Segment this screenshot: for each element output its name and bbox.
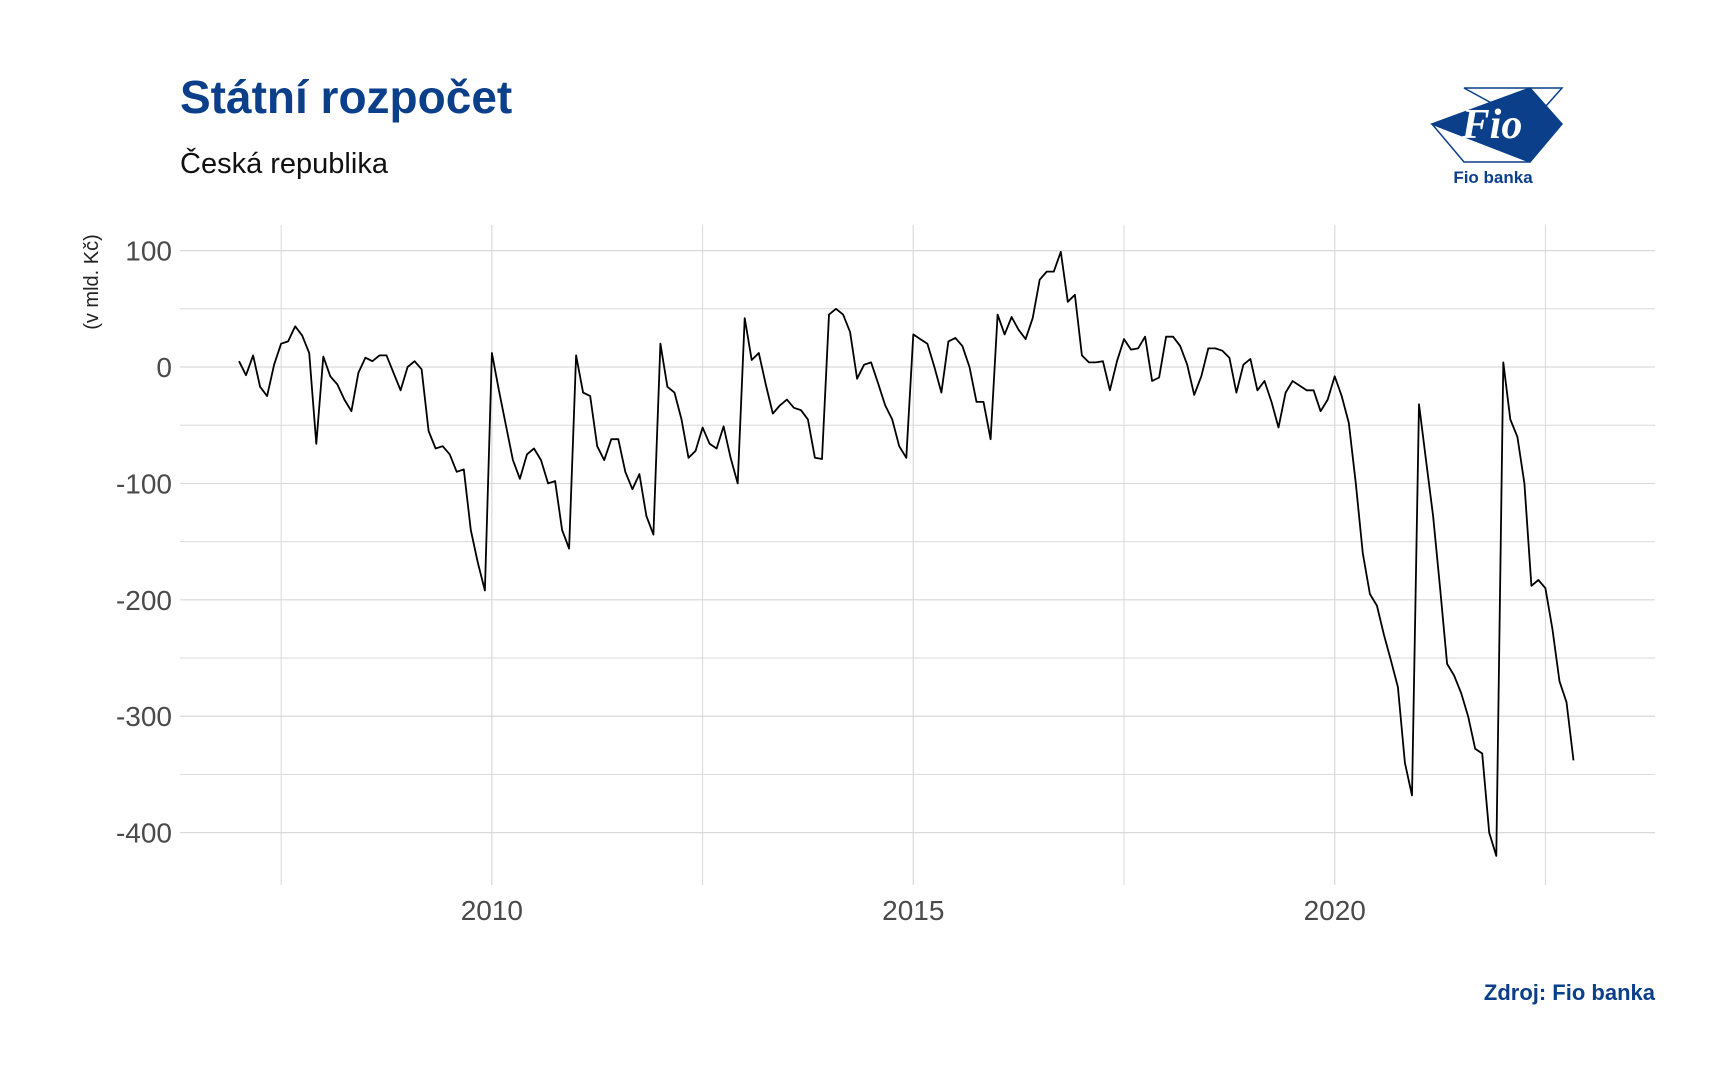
x-axis-ticks: 2010 2015 2020: [461, 895, 1366, 926]
x-tick-label: 2020: [1304, 895, 1366, 926]
y-axis-label: (v mld. Kč): [81, 234, 103, 330]
y-tick-label: -400: [116, 818, 172, 849]
y-tick-label: -200: [116, 585, 172, 616]
chart-subtitle: Česká republika: [180, 148, 388, 180]
fio-banka-logo-icon: Fio: [1429, 87, 1564, 163]
logo-mark-text: Fio: [1461, 102, 1523, 148]
source-note: Zdroj: Fio banka: [1483, 980, 1655, 1005]
series-line: [238, 250, 1575, 857]
x-tick-label: 2010: [461, 895, 523, 926]
series-layer: [238, 250, 1575, 857]
grid-minor: [180, 225, 1655, 885]
logo-name: Fio banka: [1453, 168, 1533, 187]
x-tick-label: 2015: [882, 895, 944, 926]
y-tick-label: 100: [125, 236, 172, 267]
chart-title: Státní rozpočet: [180, 71, 513, 123]
y-tick-label: -100: [116, 468, 172, 499]
grid-major: [180, 225, 1655, 885]
y-tick-label: -300: [116, 701, 172, 732]
y-axis-ticks: 100 0 -100 -200 -300 -400: [116, 236, 172, 849]
y-tick-label: 0: [156, 352, 172, 383]
